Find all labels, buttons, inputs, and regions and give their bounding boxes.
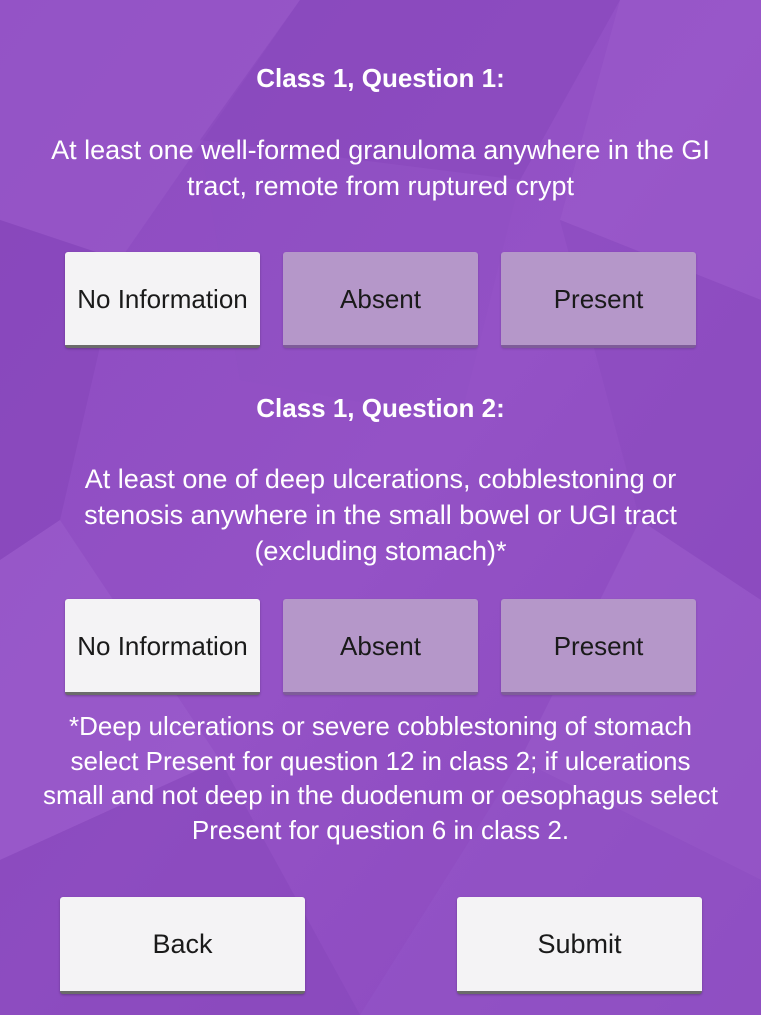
q1-present-button[interactable]: Present bbox=[501, 252, 696, 348]
q1-absent-button[interactable]: Absent bbox=[283, 252, 478, 348]
q2-no-information-button[interactable]: No Information bbox=[65, 599, 260, 695]
question-1-title: Class 1, Question 1: bbox=[256, 63, 505, 93]
question-2-text: At least one of deep ulcerations, cobble… bbox=[84, 464, 677, 566]
submit-button[interactable]: Submit bbox=[457, 897, 702, 994]
back-button[interactable]: Back bbox=[60, 897, 305, 994]
q2-present-button[interactable]: Present bbox=[501, 599, 696, 695]
footnote-text: *Deep ulcerations or severe cobblestonin… bbox=[42, 711, 719, 845]
q2-absent-button[interactable]: Absent bbox=[283, 599, 478, 695]
question-2-title: Class 1, Question 2: bbox=[256, 393, 505, 423]
question-1-text: At least one well-formed granuloma anywh… bbox=[51, 135, 710, 201]
q1-no-information-button[interactable]: No Information bbox=[65, 252, 260, 348]
